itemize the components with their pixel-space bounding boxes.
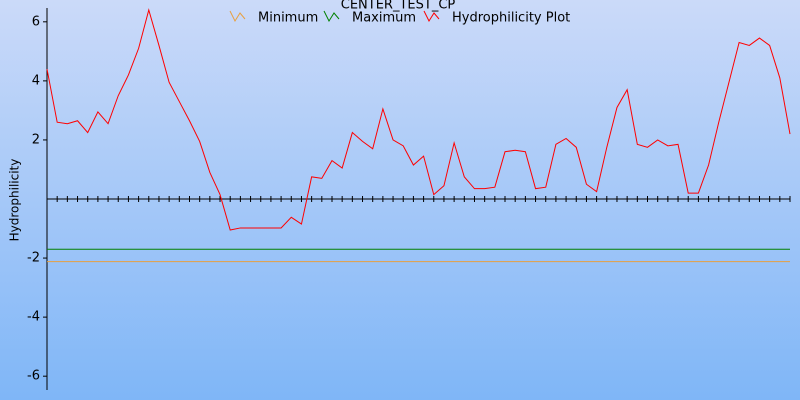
y-tick-label: -6 [27,369,40,384]
legend-label: Minimum [258,11,318,26]
data-line [46,8,791,231]
chart-title: CENTER_TEST_CP [341,0,456,13]
legend-icon [229,10,246,23]
legend-label: Hydrophilicity Plot [452,11,570,26]
y-tick-label: 4 [32,73,40,88]
y-tick-label: -4 [27,310,40,325]
legend-label: Maximum [352,11,416,26]
legend-icon [423,10,440,23]
y-tick-label: 2 [32,132,40,147]
y-tick-label: -2 [27,251,40,266]
y-axis-label: Hydrophilicity [8,159,22,242]
y-tick-label: 6 [32,14,40,29]
legend-icon [323,10,340,23]
